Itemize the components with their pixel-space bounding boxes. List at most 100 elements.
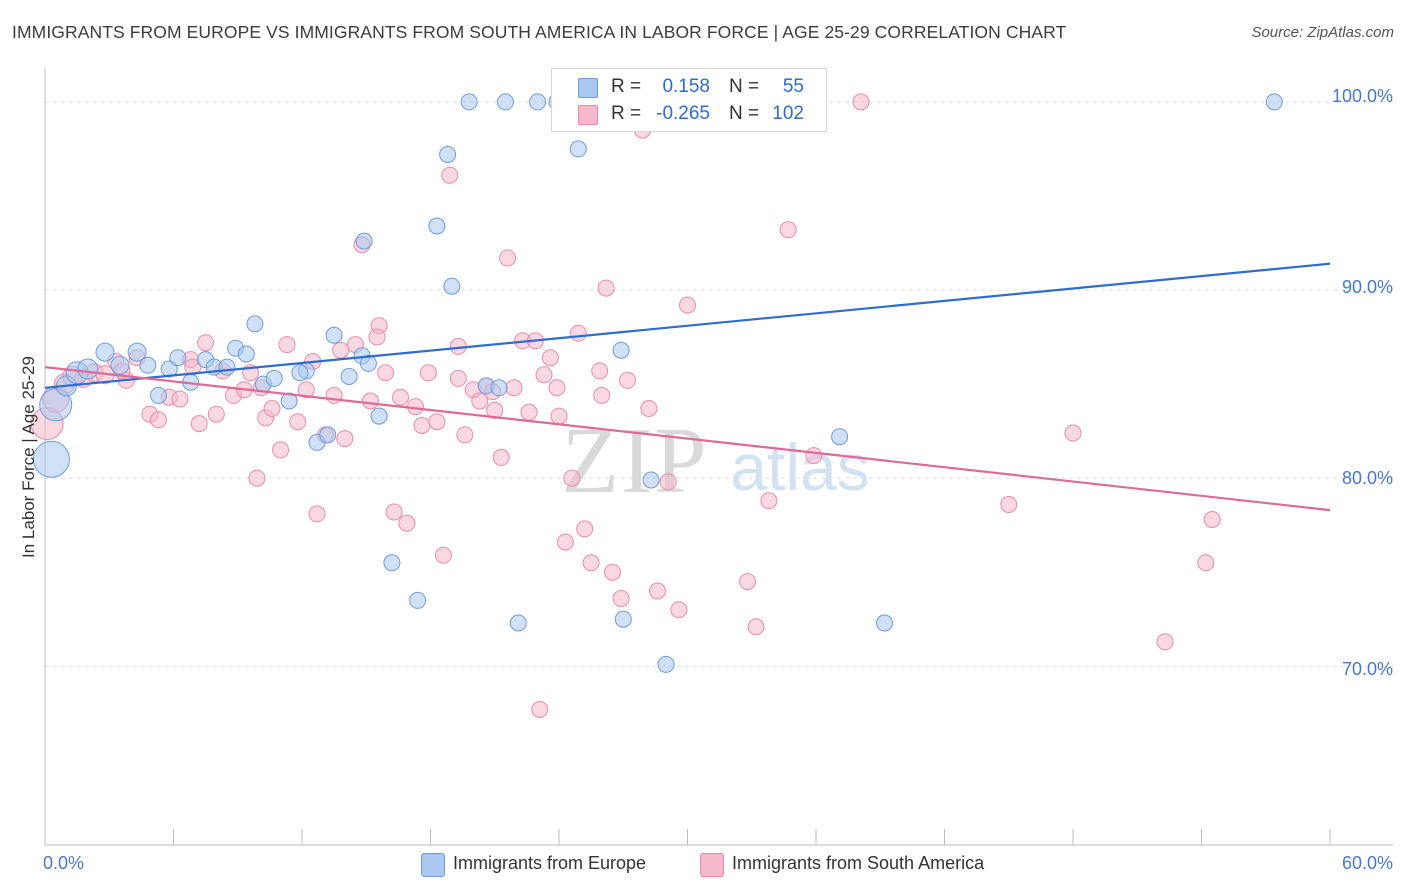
data-point-south-america	[413, 417, 431, 434]
n-label: N =	[729, 76, 760, 97]
data-point-south-america	[805, 447, 823, 465]
series-europe	[32, 93, 1283, 673]
data-point-south-america	[449, 369, 467, 387]
data-point-south-america	[597, 279, 615, 297]
watermark-zip: ZIP	[562, 409, 709, 513]
r-value: 0.158	[662, 76, 710, 97]
data-point-europe	[443, 277, 461, 295]
south-america-legend-swatch-icon	[700, 853, 724, 877]
data-point-europe	[280, 392, 298, 410]
data-point-south-america	[541, 349, 559, 367]
data-point-south-america	[548, 379, 566, 397]
europe-swatch-icon	[578, 78, 598, 98]
data-point-south-america	[670, 601, 688, 619]
watermark: ZIP atlas	[562, 409, 870, 513]
data-point-europe	[370, 407, 388, 425]
data-point-south-america	[619, 371, 636, 389]
data-point-europe	[355, 232, 373, 250]
data-point-south-america	[779, 221, 797, 239]
data-point-south-america	[591, 362, 609, 380]
data-point-europe	[32, 440, 70, 478]
y-tick-label: 90.0%	[1341, 277, 1393, 297]
data-point-europe	[657, 655, 675, 673]
data-point-south-america	[272, 441, 290, 459]
data-point-europe	[614, 610, 632, 628]
y-tick-label: 70.0%	[1341, 659, 1393, 679]
data-point-south-america	[556, 533, 574, 551]
data-point-south-america	[1064, 424, 1082, 442]
x-tick-label: 60.0%	[1341, 853, 1393, 873]
data-point-europe	[876, 614, 893, 632]
source-label: Source: ZipAtlas.com	[1251, 24, 1394, 41]
data-point-europe	[612, 341, 630, 359]
data-point-south-america	[456, 426, 474, 444]
data-point-europe	[77, 358, 99, 380]
data-point-europe	[246, 315, 264, 333]
data-point-south-america	[362, 392, 379, 410]
data-point-south-america	[428, 413, 446, 431]
data-point-south-america	[278, 336, 296, 354]
data-point-south-america	[419, 364, 437, 382]
data-point-south-america	[297, 381, 315, 399]
legend-label: Immigrants from Europe	[453, 853, 647, 873]
data-point-south-america	[569, 324, 587, 342]
data-point-europe	[39, 388, 73, 422]
data-point-south-america	[336, 430, 354, 448]
data-point-europe	[169, 349, 187, 367]
data-point-south-america	[531, 701, 549, 718]
data-point-europe	[409, 591, 427, 609]
data-point-south-america	[576, 520, 594, 538]
europe-legend-swatch-icon	[421, 853, 445, 877]
data-point-south-america	[434, 546, 452, 564]
r-value: -0.265	[656, 103, 710, 124]
legend: Immigrants from Europe Immigrants from S…	[0, 852, 1406, 878]
data-point-europe	[529, 93, 547, 111]
data-point-south-america	[535, 366, 553, 384]
data-point-south-america	[760, 492, 778, 510]
data-point-europe	[95, 342, 115, 362]
data-point-south-america	[385, 503, 403, 521]
data-point-europe	[218, 358, 236, 376]
data-point-south-america	[659, 473, 677, 491]
data-point-south-america	[377, 364, 394, 382]
chart-title: IMMIGRANTS FROM EUROPE VS IMMIGRANTS FRO…	[12, 22, 1067, 42]
data-point-europe	[359, 354, 377, 372]
stats-row-europe: R = 0.158 N = 55	[552, 75, 826, 101]
data-point-south-america	[739, 573, 756, 591]
trendline-south-america	[44, 366, 1331, 512]
data-point-europe	[150, 386, 167, 404]
watermark-atlas: atlas	[730, 430, 869, 504]
data-point-europe	[127, 342, 147, 362]
data-point-europe	[265, 369, 283, 387]
data-point-europe	[110, 355, 130, 375]
data-point-south-america	[441, 166, 459, 184]
data-point-south-america	[308, 505, 326, 523]
stats-row-south-america: R = -0.265 N = 102	[552, 102, 826, 128]
data-point-south-america	[486, 401, 504, 419]
data-point-south-america	[550, 407, 568, 425]
data-point-south-america	[392, 388, 409, 406]
data-point-south-america	[593, 386, 611, 404]
y-tick-label: 100.0%	[1331, 86, 1393, 106]
data-point-europe	[237, 345, 255, 363]
r-label: R =	[611, 103, 642, 124]
n-label: N =	[729, 103, 760, 124]
data-point-south-america	[1156, 633, 1174, 651]
data-point-europe	[340, 368, 358, 385]
y-tick-label: 80.0%	[1341, 468, 1393, 488]
legend-label: Immigrants from South America	[732, 853, 985, 873]
data-point-south-america	[1197, 554, 1215, 572]
data-point-south-america	[407, 398, 424, 416]
data-point-europe	[1265, 93, 1283, 111]
data-point-south-america	[679, 296, 696, 314]
data-point-europe	[139, 356, 157, 374]
data-point-europe	[642, 471, 660, 489]
stats-box: R = 0.158 N = 55 R = -0.265 N = 102	[551, 68, 827, 132]
data-point-south-america	[520, 403, 538, 421]
data-point-south-america	[289, 413, 307, 431]
data-point-south-america	[499, 249, 517, 267]
n-value: 102	[772, 103, 804, 124]
data-point-europe	[160, 360, 178, 378]
r-label: R =	[611, 76, 642, 97]
